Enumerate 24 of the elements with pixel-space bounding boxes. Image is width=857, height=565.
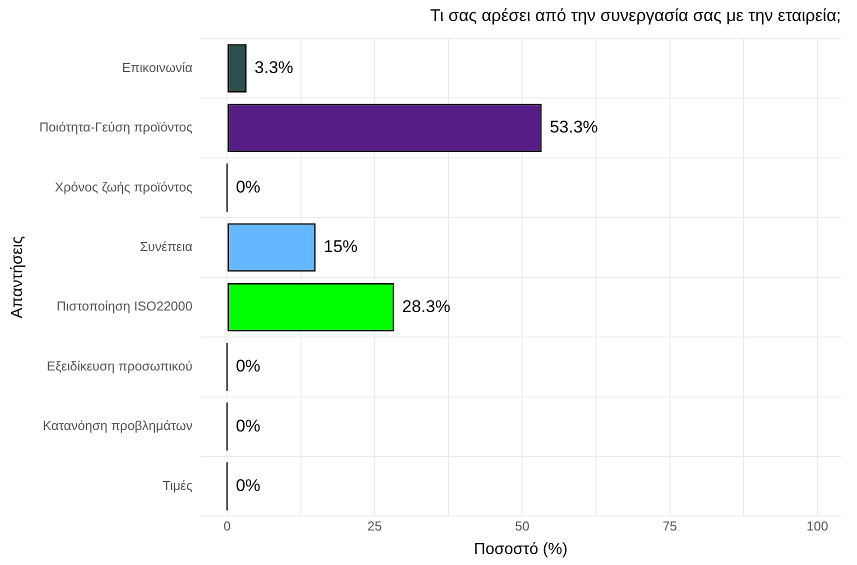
x-tick-label: 100 (806, 518, 828, 534)
data-label: 28.3% (402, 296, 450, 316)
x-axis-title: Ποσοστό (%) (474, 540, 568, 558)
y-tick-label: Πιστοποίηση ISO22000 (56, 298, 192, 314)
data-label: 15% (324, 237, 358, 256)
chart-title: Τι σας αρέσει από την συνεργασία σας με την εταιρεία; (430, 6, 841, 25)
y-tick-label: Χρόνος ζωής προϊόντος (54, 179, 192, 194)
y-tick-label: Συνέπεια (140, 239, 193, 254)
x-tick-label: 25 (367, 518, 382, 534)
y-tick-label: Κατανόηση προβλημάτων (42, 418, 192, 434)
data-label: 0% (236, 356, 260, 376)
x-tick-label: 75 (662, 518, 678, 534)
y-tick-label: Επικοινωνία (122, 60, 193, 75)
y-tick-label: Ποιότητα-Γεύση προϊόντος (39, 120, 192, 135)
x-tick-label: 0 (223, 518, 231, 534)
data-label: 0% (236, 416, 260, 436)
data-label: 3.3% (254, 58, 294, 77)
data-label: 53.3% (550, 118, 598, 137)
x-tick-label: 50 (514, 518, 530, 534)
data-label: 0% (236, 177, 260, 196)
y-tick-label: Τιμές (162, 478, 192, 493)
y-tick-label: Εξειδίκευση προσωπικού (46, 358, 192, 374)
data-label: 0% (236, 476, 260, 496)
y-axis-title: Απαντήσεις (9, 236, 26, 318)
